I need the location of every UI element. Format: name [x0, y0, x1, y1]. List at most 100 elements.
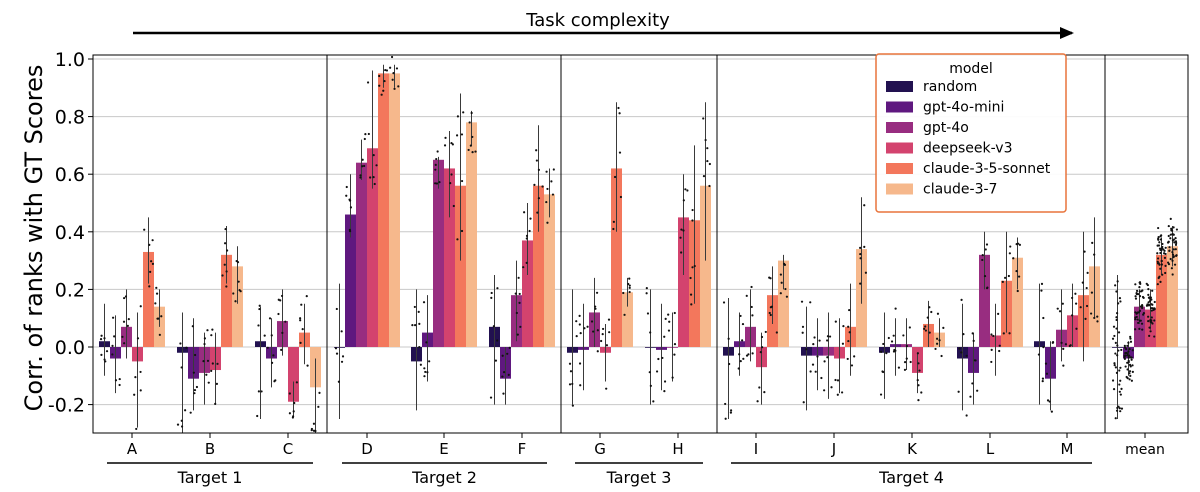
- data-point: [450, 173, 453, 176]
- data-point: [1017, 275, 1021, 278]
- data-point: [592, 330, 595, 333]
- data-point: [1161, 273, 1164, 276]
- data-point: [1138, 281, 1142, 284]
- data-point: [628, 286, 631, 289]
- x-tick-label-J: J: [831, 440, 836, 458]
- data-point: [424, 370, 427, 374]
- data-point: [935, 337, 939, 340]
- data-point: [1167, 234, 1170, 238]
- data-point: [158, 333, 161, 336]
- data-point: [1008, 332, 1011, 335]
- data-point: [546, 221, 549, 224]
- data-point: [134, 376, 137, 379]
- data-point: [1127, 356, 1130, 359]
- data-point: [508, 346, 511, 349]
- data-point: [1159, 251, 1162, 255]
- data-point: [1147, 320, 1150, 323]
- bar-claude-3-5-sonnet-F: [533, 185, 544, 347]
- data-point: [742, 357, 745, 360]
- data-point: [601, 332, 604, 336]
- x-tick-label-L: L: [986, 440, 995, 458]
- data-point: [1135, 315, 1138, 319]
- data-point: [426, 371, 429, 374]
- data-point: [608, 331, 611, 334]
- data-point: [724, 402, 727, 406]
- data-point: [1115, 371, 1119, 375]
- data-point: [960, 298, 963, 301]
- data-point: [525, 237, 528, 240]
- data-point: [361, 158, 364, 161]
- data-point: [571, 404, 574, 407]
- data-point: [928, 306, 931, 309]
- data-point: [100, 334, 103, 337]
- data-point: [423, 367, 426, 370]
- data-point: [1175, 241, 1178, 245]
- data-point: [1117, 349, 1120, 352]
- data-point: [460, 133, 464, 136]
- group-label: Target 2: [411, 468, 477, 487]
- data-point: [383, 79, 386, 83]
- data-point: [189, 411, 192, 414]
- group-label-layer: Target 1 Target 2 Target 3 Target 4: [107, 462, 1092, 487]
- data-point: [295, 381, 298, 384]
- data-point: [118, 377, 121, 381]
- data-point: [413, 305, 416, 309]
- data-point: [668, 320, 671, 323]
- data-point: [139, 389, 142, 392]
- data-point: [455, 134, 459, 137]
- data-point: [756, 400, 759, 403]
- group-label: Target 1: [177, 468, 243, 487]
- data-point: [372, 154, 375, 157]
- data-point: [348, 228, 351, 232]
- data-point: [918, 369, 921, 372]
- data-point: [923, 327, 926, 330]
- data-point: [299, 317, 302, 320]
- data-point: [826, 339, 829, 342]
- data-point: [1128, 370, 1132, 373]
- data-point: [605, 387, 608, 390]
- data-point: [139, 305, 142, 308]
- data-point: [1174, 240, 1178, 243]
- data-point: [578, 362, 582, 365]
- data-point: [926, 316, 929, 319]
- data-point: [1140, 322, 1144, 325]
- data-point: [366, 81, 370, 84]
- data-point: [258, 307, 261, 311]
- bar-claude-3-5-sonnet-E: [455, 185, 466, 347]
- data-point: [691, 266, 694, 269]
- data-point: [1160, 263, 1163, 266]
- data-point: [1138, 290, 1141, 293]
- legend-swatch-claude-3-7: [886, 183, 913, 195]
- data-point: [836, 393, 839, 396]
- data-point: [850, 364, 854, 367]
- x-tick-label-D: D: [361, 440, 373, 458]
- data-point: [600, 339, 603, 343]
- data-point: [266, 346, 269, 349]
- data-point: [864, 271, 867, 274]
- data-point: [378, 84, 381, 87]
- data-point: [1007, 274, 1010, 278]
- data-point: [741, 339, 744, 342]
- data-point: [909, 360, 912, 364]
- data-point: [312, 422, 316, 425]
- data-point: [924, 329, 927, 332]
- data-point: [690, 303, 693, 306]
- data-point: [397, 85, 400, 88]
- data-point: [627, 282, 630, 286]
- data-point: [664, 317, 667, 320]
- data-point: [103, 337, 106, 340]
- data-point: [1125, 347, 1128, 351]
- bar-claude-3-7-D: [389, 73, 400, 348]
- data-point: [1157, 262, 1160, 265]
- data-point: [1124, 352, 1127, 355]
- data-point: [1115, 290, 1118, 293]
- data-point: [528, 229, 531, 233]
- data-point: [1150, 316, 1153, 319]
- data-point: [122, 320, 126, 323]
- data-point: [1134, 283, 1137, 286]
- data-point: [155, 292, 159, 295]
- data-point: [1040, 289, 1043, 292]
- data-point: [1083, 250, 1086, 253]
- data-point: [936, 312, 940, 315]
- x-tick-label-F: F: [518, 440, 527, 458]
